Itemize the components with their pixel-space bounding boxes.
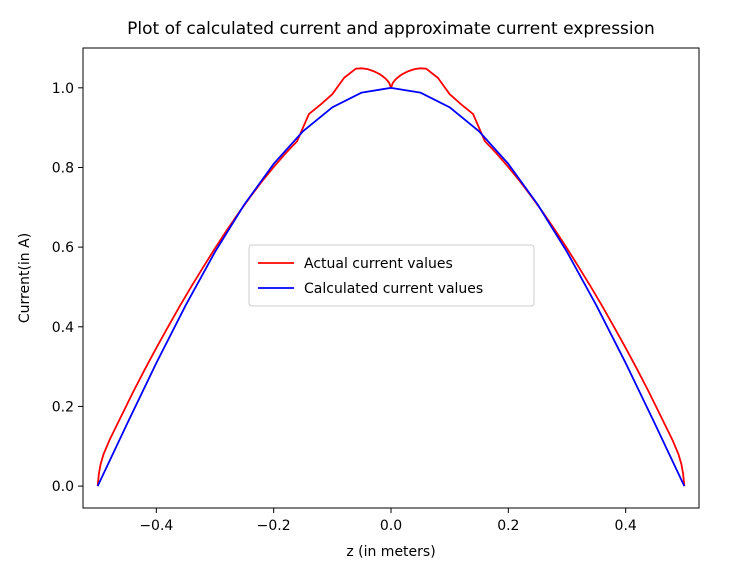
- series-layer: [96, 67, 686, 487]
- x-axis-ticks: −0.4 −0.2 0.0 0.2 0.4: [139, 508, 637, 534]
- x-tick-label: −0.4: [139, 518, 173, 534]
- legend-box: [248, 244, 535, 307]
- series-line-calculated: [96, 86, 686, 487]
- y-tick-label: 0.4: [52, 320, 74, 336]
- y-axis-label: Current(in A): [17, 233, 33, 323]
- x-tick-label: −0.2: [257, 518, 291, 534]
- x-tick-label: 0.2: [497, 518, 519, 534]
- y-tick-label: 1.0: [52, 81, 74, 97]
- y-tick-label: 0.6: [52, 240, 74, 256]
- y-tick-label: 0.2: [52, 399, 74, 415]
- x-axis-label: z (in meters): [346, 544, 435, 560]
- legend: Actual current values Calculated current …: [248, 244, 535, 307]
- legend-entry: Actual current values: [304, 256, 453, 272]
- y-tick-label: 0.0: [52, 479, 74, 495]
- y-axis-ticks: 0.0 0.2 0.4 0.6 0.8 1.0: [52, 81, 83, 495]
- x-tick-label: 0.0: [380, 518, 402, 534]
- chart-title: Plot of calculated current and approxima…: [127, 19, 655, 39]
- legend-entry: Calculated current values: [304, 281, 483, 297]
- y-tick-label: 0.8: [52, 160, 74, 176]
- x-tick-label: 0.4: [615, 518, 637, 534]
